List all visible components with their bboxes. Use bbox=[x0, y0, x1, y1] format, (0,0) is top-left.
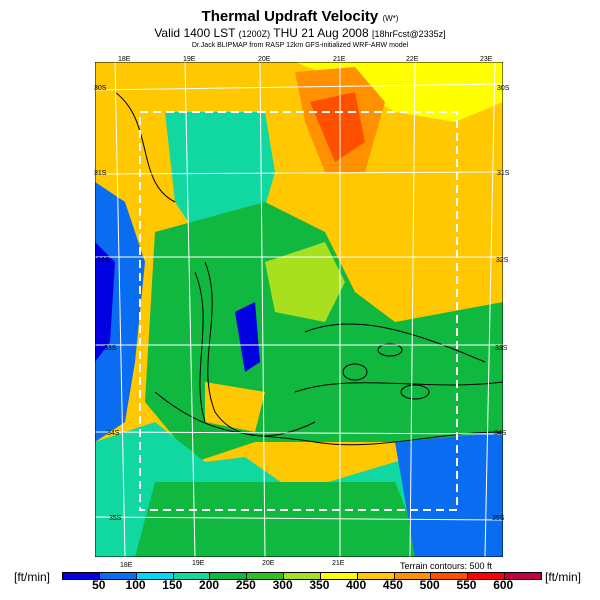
colorbar-tick-label: 150 bbox=[162, 578, 183, 592]
lon-label-top: 21E bbox=[333, 56, 346, 63]
terrain-contour-note: Terrain contours: 500 ft bbox=[400, 561, 493, 571]
updraft-map bbox=[95, 62, 503, 557]
lon-label-top: 20E bbox=[258, 56, 271, 63]
colorbar-segment bbox=[247, 573, 285, 579]
colorbar-tick-label: 450 bbox=[382, 578, 403, 592]
colorbar-segment bbox=[136, 573, 174, 579]
colorbar-segment bbox=[357, 573, 395, 579]
lon-label-top: 18E bbox=[118, 56, 131, 63]
colorbar-tick-label: 500 bbox=[419, 578, 440, 592]
lon-label-bottom: 21E bbox=[332, 560, 345, 567]
colorbar-unit-left: [ft/min] bbox=[14, 570, 51, 584]
page-title: Thermal Updraft Velocity (W*) bbox=[201, 8, 399, 25]
lat-label-left: 33S bbox=[104, 345, 117, 352]
colorbar-segment bbox=[210, 573, 248, 579]
lat-label-right: 33S bbox=[495, 345, 508, 352]
valid-time: Valid 1400 LST (1200Z) THU 21 Aug 2008 [… bbox=[154, 26, 446, 40]
colorbar-segment bbox=[320, 573, 358, 579]
colorbar-tick-label: 250 bbox=[235, 578, 256, 592]
colorbar-unit-right: [ft/min] bbox=[545, 570, 582, 584]
lat-label-left: 30S bbox=[94, 85, 107, 92]
lon-label-bottom: 19E bbox=[192, 560, 205, 567]
colorbar-segment bbox=[99, 573, 137, 579]
colorbar-tick-label: 350 bbox=[309, 578, 330, 592]
lon-label-bottom: 18E bbox=[120, 562, 133, 569]
lon-label-top: 23E bbox=[480, 56, 493, 63]
lat-label-right: 30S bbox=[497, 85, 510, 92]
colorbar-tick-label: 50 bbox=[92, 578, 106, 592]
lat-label-left: 34S bbox=[107, 430, 120, 437]
lon-label-bottom: 20E bbox=[262, 560, 275, 567]
colorbar-segment bbox=[468, 573, 506, 579]
lat-label-right: 31S bbox=[497, 170, 510, 177]
colorbar-tick-label: 400 bbox=[346, 578, 367, 592]
colorbar-segment bbox=[63, 573, 100, 579]
colorbar-segment bbox=[284, 573, 321, 579]
colorbar bbox=[62, 572, 542, 580]
colorbar-segment bbox=[431, 573, 469, 579]
colorbar-segment bbox=[394, 573, 432, 579]
lat-label-left: 35S bbox=[109, 515, 122, 522]
colorbar-segment bbox=[505, 573, 541, 579]
lon-label-top: 19E bbox=[183, 56, 196, 63]
colorbar-tick-label: 550 bbox=[456, 578, 477, 592]
model-credit: Dr.Jack BLIPMAP from RASP 12km GFS-initi… bbox=[191, 42, 409, 49]
colorbar-segment bbox=[173, 573, 211, 579]
lat-label-left: 31S bbox=[94, 170, 107, 177]
lat-label-right: 34S bbox=[494, 430, 507, 437]
lat-label-right: 32S bbox=[496, 257, 509, 264]
title-units: (W*) bbox=[382, 14, 399, 23]
colorbar-tick-label: 200 bbox=[199, 578, 220, 592]
colorbar-tick-label: 600 bbox=[493, 578, 514, 592]
colorbar-tick-label: 100 bbox=[125, 578, 146, 592]
lat-label-right: 35S bbox=[492, 515, 505, 522]
lon-label-top: 22E bbox=[406, 56, 419, 63]
colorbar-tick-label: 300 bbox=[272, 578, 293, 592]
lat-label-left: 32S bbox=[97, 257, 110, 264]
